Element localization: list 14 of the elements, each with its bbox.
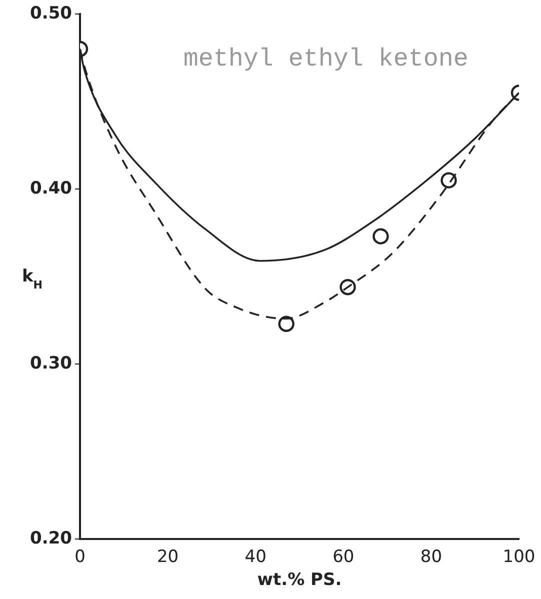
x-tick-label: 80	[420, 546, 442, 567]
annotation: methyl ethyl ketone	[183, 44, 468, 74]
y-tick-label: 0.50	[30, 3, 72, 24]
point	[278, 316, 294, 332]
x-tick-label: 0	[74, 546, 86, 567]
x-tick-label: 60	[332, 546, 354, 567]
x-axis-title: wt.% PS.	[257, 570, 342, 590]
y-tick-label: 0.30	[30, 354, 72, 374]
y-tick-label: 0.40	[30, 178, 72, 198]
x-tick-label: 20	[156, 546, 179, 567]
x-tick-label: 40	[244, 546, 266, 567]
y-tick-label: 0.20	[30, 528, 72, 549]
point	[372, 228, 389, 244]
x-tick-label: 100	[502, 546, 536, 567]
